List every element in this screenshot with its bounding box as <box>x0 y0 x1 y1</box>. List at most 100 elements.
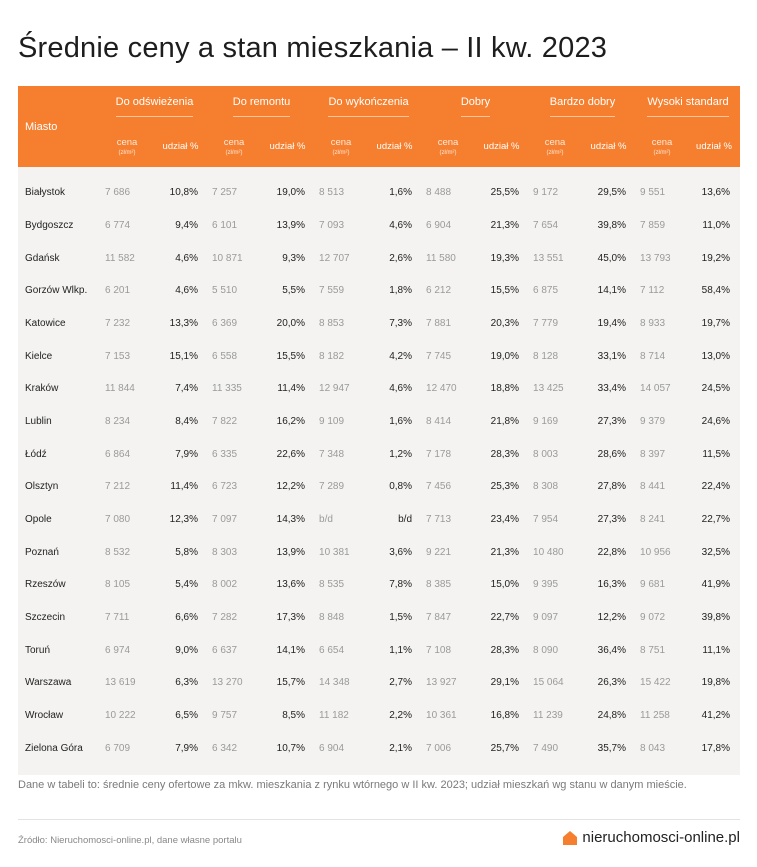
price-cell: 7 112 <box>640 285 665 297</box>
share-cell: 9,4% <box>175 219 198 231</box>
city-cell: Toruń <box>25 644 51 656</box>
price-cell: 6 201 <box>105 285 131 297</box>
price-cell: 6 369 <box>212 317 238 329</box>
table-row: Kielce 7 153 15,1% 6 558 15,5% 8 182 4,2% 7 745… <box>18 340 740 373</box>
column-group-header: Dobry <box>422 86 530 126</box>
share-cell: 18,8% <box>490 383 520 395</box>
price-cell: 8 397 <box>640 448 666 460</box>
price-unit: (zł/m²) <box>225 150 243 156</box>
share-cell: 9,3% <box>282 252 306 264</box>
share-cell: 21,3% <box>490 546 520 558</box>
table-row: Katowice 7 232 13,3% 6 369 20,0% 8 853 7,3% 7 8… <box>18 307 740 340</box>
price-cell: 12 470 <box>426 383 457 395</box>
share-cell: 12,2% <box>597 612 627 624</box>
city-column-header: Miasto <box>18 86 101 167</box>
share-cell: 19,3% <box>490 252 520 264</box>
share-cell: 16,3% <box>597 579 627 591</box>
price-cell: 8 532 <box>105 546 131 558</box>
price-cell: 7 348 <box>319 448 345 460</box>
price-cell: b/d <box>319 514 333 526</box>
city-cell: Warszawa <box>25 677 72 689</box>
price-cell: 6 101 <box>212 219 238 231</box>
share-cell: 20,3% <box>490 317 520 329</box>
column-group-label: Do remontu <box>232 96 291 117</box>
share-cell: 3,6% <box>389 546 413 558</box>
table-bottom-padding <box>18 765 740 775</box>
price-cell: 11 844 <box>105 383 135 395</box>
table-note: Dane w tabeli to: średnie ceny ofertowe … <box>18 779 687 791</box>
share-cell: 41,9% <box>701 579 731 591</box>
price-cell: 9 395 <box>533 579 559 591</box>
share-cell: 4,2% <box>389 350 413 362</box>
brand-logo[interactable]: nieruchomosci-online.pl <box>562 829 740 846</box>
house-icon <box>563 830 578 845</box>
price-cell: 8 090 <box>533 644 559 656</box>
column-group-label: Dobry <box>460 96 491 117</box>
share-cell: 24,8% <box>597 710 627 722</box>
table-row: Warszawa 13 619 6,3% 13 270 15,7% 14 348 2,7% 1… <box>18 667 740 700</box>
share-cell: 7,4% <box>175 383 198 395</box>
share-cell: 13,3% <box>169 317 198 329</box>
price-cell: 8 441 <box>640 481 666 493</box>
share-cell: 10,8% <box>169 186 198 198</box>
page-title: Średnie ceny a stan mieszkania – II kw. … <box>18 32 608 64</box>
share-cell: 36,4% <box>597 644 627 656</box>
share-cell: 4,6% <box>175 252 198 264</box>
share-cell: 6,6% <box>175 612 198 624</box>
price-cell: 6 212 <box>426 285 452 297</box>
share-cell: 28,3% <box>490 644 520 656</box>
share-cell: 11,4% <box>170 481 198 493</box>
city-cell: Katowice <box>25 317 66 329</box>
column-group-header: Do wykończenia <box>315 86 423 126</box>
price-cell: 8 241 <box>640 514 666 526</box>
share-cell: 19,7% <box>701 317 731 329</box>
share-cell: 33,4% <box>597 383 627 395</box>
price-subheader: cena (zł/m²) <box>636 126 689 167</box>
share-cell: 1,1% <box>389 644 413 656</box>
share-cell: 0,8% <box>389 481 413 493</box>
price-cell: 6 342 <box>212 742 238 754</box>
share-cell: 58,4% <box>701 285 731 297</box>
share-cell: 23,4% <box>490 514 520 526</box>
column-group-label: Bardzo dobry <box>549 96 616 117</box>
price-cell: 7 779 <box>533 317 559 329</box>
price-cell: 12 707 <box>319 252 350 264</box>
table-header: Miasto Do odświeżenia Do remontu Do wykońc… <box>18 86 741 167</box>
price-cell: 6 558 <box>212 350 238 362</box>
share-subheader: udział % <box>260 126 316 167</box>
share-cell: 21,3% <box>490 219 520 231</box>
share-cell: 13,6% <box>701 186 731 198</box>
share-cell: 33,1% <box>597 350 627 362</box>
share-subheader: udział % <box>474 126 530 167</box>
share-cell: 11,0% <box>702 219 731 231</box>
share-cell: 27,3% <box>597 415 627 427</box>
table-row: Toruń 6 974 9,0% 6 637 14,1% 6 654 1,1% 7 108 28… <box>18 634 740 667</box>
city-cell: Poznań <box>25 546 59 558</box>
price-cell: 8 105 <box>105 579 131 591</box>
share-cell: 5,4% <box>175 579 198 591</box>
price-cell: 7 178 <box>426 448 452 460</box>
share-cell: 5,5% <box>282 285 306 297</box>
price-subheader: cena (zł/m²) <box>101 126 153 167</box>
price-cell: 13 425 <box>533 383 564 395</box>
city-cell: Lublin <box>25 415 52 427</box>
price-cell: 7 847 <box>426 612 452 624</box>
share-cell: 2,2% <box>389 710 413 722</box>
share-cell: 2,7% <box>389 677 413 689</box>
price-cell: 6 904 <box>426 219 452 231</box>
price-cell: 11 335 <box>212 383 242 395</box>
price-cell: 7 212 <box>105 481 131 493</box>
price-cell: 10 480 <box>533 546 564 558</box>
price-cell: 7 559 <box>319 285 345 297</box>
share-cell: 4,6% <box>389 219 413 231</box>
price-cell: 8 002 <box>212 579 238 591</box>
share-cell: 21,8% <box>490 415 520 427</box>
price-label: cena <box>651 137 673 148</box>
table-row: Olsztyn 7 212 11,4% 6 723 12,2% 7 289 0,8% 7 45… <box>18 471 740 504</box>
price-cell: 7 257 <box>212 186 238 198</box>
table-row: Łódź 6 864 7,9% 6 335 22,6% 7 348 1,2% 7 178 28,… <box>18 438 740 471</box>
price-cell: 8 303 <box>212 546 238 558</box>
share-cell: 5,8% <box>175 546 198 558</box>
brand-name: nieruchomosci-online.pl <box>582 829 740 846</box>
share-cell: 16,2% <box>276 415 306 427</box>
